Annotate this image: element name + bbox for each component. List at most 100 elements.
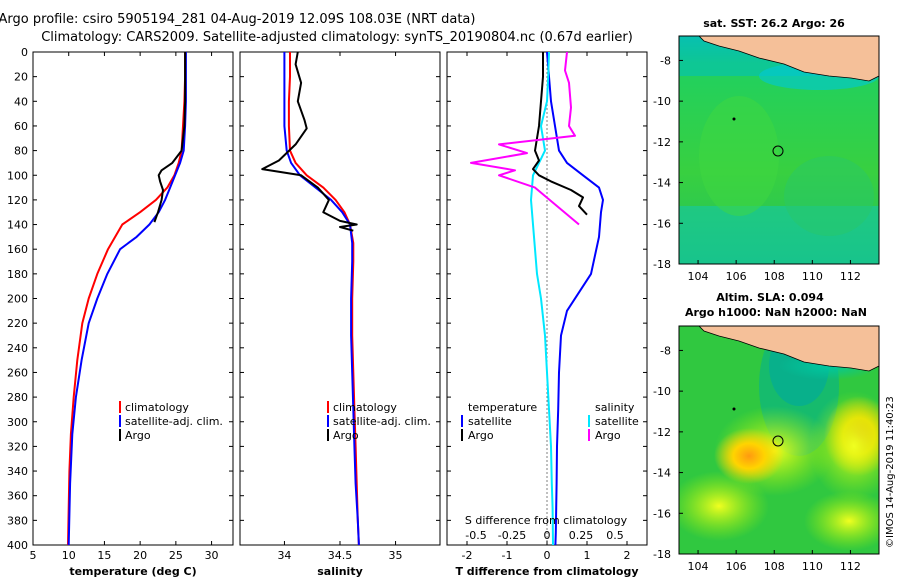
- sst-map-title: sat. SST: 26.2 Argo: 26: [703, 17, 845, 30]
- y-tick-label: 240: [7, 342, 28, 355]
- sla-map-title-line2: Argo h1000: NaN h2000: NaN: [685, 306, 867, 319]
- sla-map: Altim. SLA: 0.094 Argo h1000: NaN h2000:…: [653, 291, 880, 573]
- legend-climatology-label: climatology: [125, 401, 189, 414]
- figure-title-line1: Argo profile: csiro 5905194_281 04-Aug-2…: [0, 12, 475, 27]
- y-tick-label: 280: [7, 391, 28, 404]
- x-tick-label: 34.5: [328, 549, 353, 562]
- map-y-tick-label: -18: [653, 258, 671, 271]
- sst-map-axes: 104 106 108 110 112 -8 -10 -12 -14 -16 -18: [653, 54, 861, 283]
- map-x-tick-label: 106: [726, 560, 747, 573]
- temperature-legend: climatology satellite-adj. clim. Argo: [119, 401, 223, 442]
- series-argo: [261, 52, 358, 232]
- series-t-argo: [532, 52, 588, 216]
- map-x-tick-label: 110: [802, 270, 823, 283]
- sst-map: sat. SST: 26.2 Argo: 26 104 106 108 110 112 -…: [653, 17, 880, 283]
- series-s-argo: [470, 52, 580, 226]
- series-climatology: [287, 52, 360, 545]
- legend-t-argo-label: Argo: [468, 429, 494, 442]
- s-tick-label: -0.5: [465, 529, 486, 542]
- salinity-legend: climatology satellite-adj. clim. Argo: [327, 401, 431, 442]
- legend-temperature-title: temperature: [468, 401, 537, 414]
- y-tick-label: 360: [7, 490, 28, 503]
- difference-legend: temperature satellite Argo salinity sate…: [461, 401, 639, 542]
- map-x-tick-label: 112: [840, 270, 861, 283]
- series-argo: [153, 52, 187, 223]
- s-tick-label: 0.5: [606, 529, 624, 542]
- y-tick-label: 300: [7, 416, 28, 429]
- legend-salinity-title: salinity: [595, 401, 635, 414]
- map-y-tick-label: -16: [653, 507, 671, 520]
- legend-satellite-label: satellite-adj. clim.: [333, 415, 431, 428]
- y-tick-label: 160: [7, 243, 28, 256]
- s-tick-label: 0.25: [569, 529, 594, 542]
- y-tick-label: 320: [7, 440, 28, 453]
- map-x-tick-label: 106: [726, 270, 747, 283]
- y-tick-label: 20: [14, 71, 28, 84]
- legend-t-satellite-label: satellite: [468, 415, 512, 428]
- series-climatology: [67, 52, 187, 545]
- map-x-tick-label: 108: [764, 270, 785, 283]
- salinity-x-axis-label: salinity: [317, 565, 363, 578]
- y-tick-label: 260: [7, 366, 28, 379]
- legend-argo-label: Argo: [125, 429, 151, 442]
- y-tick-label: 60: [14, 120, 28, 133]
- map-y-tick-label: -8: [660, 344, 671, 357]
- temperature-plot-frame: [32, 51, 234, 546]
- x-tick-label: 10: [62, 549, 76, 562]
- salinity-plot-frame: [239, 51, 441, 546]
- legend-argo-label: Argo: [333, 429, 359, 442]
- y-tick-label: 180: [7, 268, 28, 281]
- sst-map-plot: [679, 36, 879, 264]
- x-tick-label: 20: [133, 549, 147, 562]
- temperature-x-axis-label: temperature (deg C): [69, 565, 196, 578]
- x-tick-label: 15: [97, 549, 111, 562]
- y-tick-label: 220: [7, 317, 28, 330]
- map-x-tick-label: 104: [688, 270, 709, 283]
- y-tick-label: 200: [7, 293, 28, 306]
- s-tick-label: -0.25: [498, 529, 526, 542]
- map-y-tick-label: -14: [653, 177, 671, 190]
- java-land: [698, 36, 879, 82]
- series-t-satellite: [546, 52, 604, 545]
- y-tick-label: 340: [7, 465, 28, 478]
- series-satellite-adj-clim-: [67, 52, 187, 545]
- legend-s-argo-label: Argo: [595, 429, 621, 442]
- map-y-tick-label: -12: [653, 426, 671, 439]
- series-s-satellite: [530, 52, 554, 545]
- y-tick-label: 0: [21, 46, 28, 59]
- y-tick-label: 400: [7, 539, 28, 552]
- s-difference-label: S difference from climatology: [465, 514, 628, 527]
- imos-watermark: ©IMOS 14-Aug-2019 11:40:23: [885, 396, 896, 548]
- x-tick-label: 25: [169, 549, 183, 562]
- java-land: [698, 326, 879, 372]
- argo-position-marker: [772, 435, 784, 447]
- y-tick-label: 40: [14, 95, 28, 108]
- y-tick-label: 380: [7, 514, 28, 527]
- map-x-tick-label: 108: [764, 560, 785, 573]
- x-tick-label: 5: [30, 549, 37, 562]
- x-tick-label: -2: [462, 549, 473, 562]
- map-y-tick-label: -8: [660, 54, 671, 67]
- sla-map-axes: 104 106 108 110 112 -8 -10 -12 -14 -16 -18: [653, 344, 861, 573]
- difference-panel: -2 -1 0 1 2 T difference from climatology: [446, 51, 648, 578]
- x-tick-label: 35: [389, 549, 403, 562]
- x-tick-label: -1: [502, 549, 513, 562]
- map-x-tick-label: 112: [840, 560, 861, 573]
- sla-map-title-line1: Altim. SLA: 0.094: [716, 291, 824, 304]
- map-x-tick-label: 110: [802, 560, 823, 573]
- map-x-tick-label: 104: [688, 560, 709, 573]
- island-marker: [732, 407, 736, 411]
- y-tick-label: 140: [7, 219, 28, 232]
- temperature-panel: 0 20 40 60 80 100 120 140 160 180 200 220 240 260 280 3…: [7, 46, 234, 578]
- x-tick-label: 0: [544, 549, 551, 562]
- argo-position-marker: [772, 145, 784, 157]
- figure-title-line2: Climatology: CARS2009. Satellite-adjuste…: [41, 30, 633, 45]
- legend-climatology-label: climatology: [333, 401, 397, 414]
- map-y-tick-label: -18: [653, 548, 671, 561]
- difference-x-axis-label: T difference from climatology: [455, 565, 638, 578]
- map-y-tick-label: -16: [653, 217, 671, 230]
- x-tick-label: 2: [624, 549, 631, 562]
- map-y-tick-label: -10: [653, 95, 671, 108]
- x-tick-label: 1: [584, 549, 591, 562]
